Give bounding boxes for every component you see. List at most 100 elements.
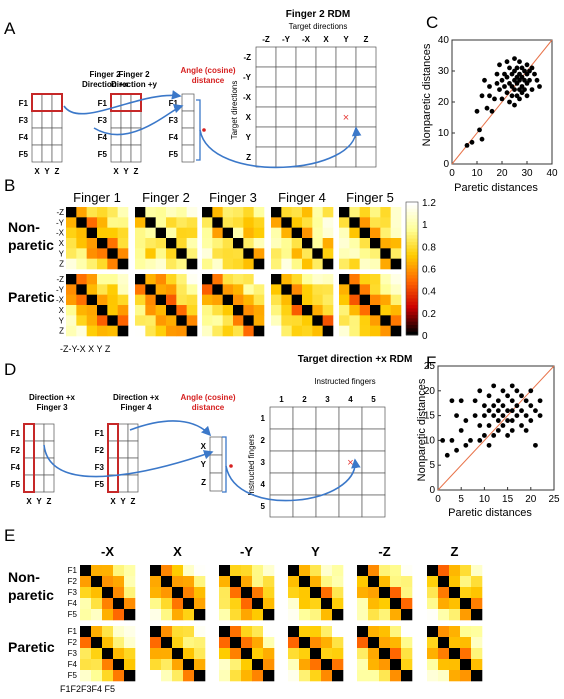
b-nonparetic-cell	[135, 238, 146, 249]
d-angle-label-1: Angle (cosine)	[180, 393, 235, 402]
a-box1-cell	[31, 93, 43, 112]
b-paretic-cell	[166, 315, 177, 326]
e-nonparetic-cell	[172, 598, 184, 610]
d-box1-row-label: F4	[11, 463, 21, 472]
d-rdm-cell	[361, 494, 386, 518]
b-paretic-cell	[380, 284, 391, 295]
e-nonparetic-cell	[241, 598, 253, 610]
d-box2-title-2: Finger 4	[120, 403, 152, 412]
b-nonparetic-cell	[390, 207, 402, 218]
e-nonparetic-cell	[288, 576, 300, 588]
c-point	[479, 93, 485, 99]
b-colorbar-segment	[406, 268, 418, 273]
b-paretic-cell	[176, 305, 187, 316]
a-rdm-grid: -Z -Y -X X Y Z -Z -Y -X X Y Z ×	[243, 35, 377, 168]
b-paretic-cell	[135, 274, 146, 285]
e-paretic-cell	[263, 648, 275, 660]
e-nonparetic-cell	[91, 576, 103, 588]
b-nonparetic-cell	[243, 238, 254, 249]
e-nonparetic-cell	[368, 576, 380, 588]
b-nonparetic-row-tick: -Y	[56, 218, 65, 227]
e-paretic-cell	[150, 659, 162, 671]
e-nonparetic-cell	[310, 609, 322, 621]
b-nonparetic-cell	[186, 207, 198, 218]
e-nonparetic-cell	[91, 609, 103, 621]
b-paretic-cell	[349, 325, 360, 337]
b-nonparetic-cell	[97, 207, 108, 218]
e-paretic-cell	[471, 670, 483, 682]
a-rdm-cell	[295, 86, 317, 108]
c-x-tick-label: 20	[496, 168, 508, 179]
c-point	[504, 90, 510, 96]
a-angle-label-1: Angle (cosine)	[180, 66, 235, 75]
a-box1-cell	[51, 144, 63, 163]
d-box1-cell	[33, 440, 45, 459]
a-box1-title-1: Finger 2	[89, 70, 121, 79]
a-box2-cell	[120, 144, 132, 163]
e-nonparetic-cell	[357, 565, 369, 577]
b-colorbar-segment	[406, 308, 418, 313]
d-rdm-col-label: 1	[279, 395, 284, 404]
e-nonparetic-cell	[194, 576, 206, 588]
e-nonparetic-cell	[471, 565, 483, 577]
e-nonparetic-cell	[299, 576, 311, 588]
d-rdm-title: Target direction +x RDM	[298, 354, 413, 365]
e-nonparetic-cell	[332, 565, 344, 577]
e-paretic-cell	[172, 637, 184, 649]
d-rdm-cell	[269, 428, 294, 452]
e-paretic-cell	[368, 648, 380, 660]
b-paretic-cell	[233, 284, 244, 295]
b-nonparetic-cell	[176, 217, 187, 228]
b-paretic-cell	[339, 274, 350, 285]
a-rdm-col-label: X	[323, 35, 329, 44]
b-paretic-cell	[176, 284, 187, 295]
b-paretic-cell	[233, 274, 244, 285]
b-paretic-cell	[117, 325, 129, 337]
a-rdm-cell	[355, 106, 377, 128]
b-nonparetic-cell	[222, 248, 234, 259]
panel-letter-c: C	[426, 13, 438, 32]
b-nonparetic-cell	[359, 227, 371, 239]
b-nonparetic-cell	[390, 238, 402, 249]
b-nonparetic-cell	[135, 227, 146, 239]
e-paretic-cell	[438, 626, 450, 638]
f-point	[509, 398, 515, 404]
b-nonparetic-cell	[370, 238, 381, 249]
b-nonparetic-cell	[390, 217, 402, 228]
b-paretic-cell	[97, 325, 108, 337]
e-nonparetic-cell	[113, 598, 125, 610]
a-box2-row-label: F3	[98, 116, 108, 125]
e-paretic-cell	[390, 648, 402, 660]
a-rdm-cell	[275, 46, 297, 68]
b-nonparetic-cell	[212, 227, 223, 239]
b-nonparetic-cell	[380, 248, 391, 259]
c-point	[502, 84, 507, 89]
f-point	[528, 403, 534, 409]
e-paretic-cell	[438, 659, 450, 671]
f-point	[505, 393, 510, 399]
e-nonparetic-cell	[357, 598, 369, 610]
e-nonparetic-cell	[172, 576, 184, 588]
e-paretic-cell	[230, 670, 242, 682]
c-point	[494, 71, 500, 77]
b-paretic-cell	[202, 325, 213, 337]
e-nonparetic-cell	[299, 609, 311, 621]
b-paretic-cell	[222, 305, 234, 316]
e-paretic-cell	[91, 626, 103, 638]
b-nonparetic-row-tick: -X	[56, 229, 65, 238]
d-vec-cell	[209, 454, 223, 474]
f-y-tick-label: 5	[429, 460, 435, 471]
a-box2-cell	[120, 110, 132, 129]
d-rdm-row-label: 1	[261, 414, 266, 423]
b-paretic-cell	[66, 294, 77, 306]
e-paretic-cell	[252, 648, 264, 660]
b-nonparetic-cell	[202, 248, 213, 259]
b-colorbar-segment	[406, 305, 418, 309]
b-paretic-cell	[390, 274, 402, 285]
e-nonparetic-row-tick: F2	[68, 577, 78, 586]
f-point	[505, 418, 510, 423]
d-finger-matrix-2: F1 F2 F3 F5 X Y Z	[95, 423, 139, 506]
d-box2-cell	[107, 457, 119, 476]
b-nonparetic-cell	[176, 248, 187, 259]
a-rdm-cell	[355, 46, 377, 68]
